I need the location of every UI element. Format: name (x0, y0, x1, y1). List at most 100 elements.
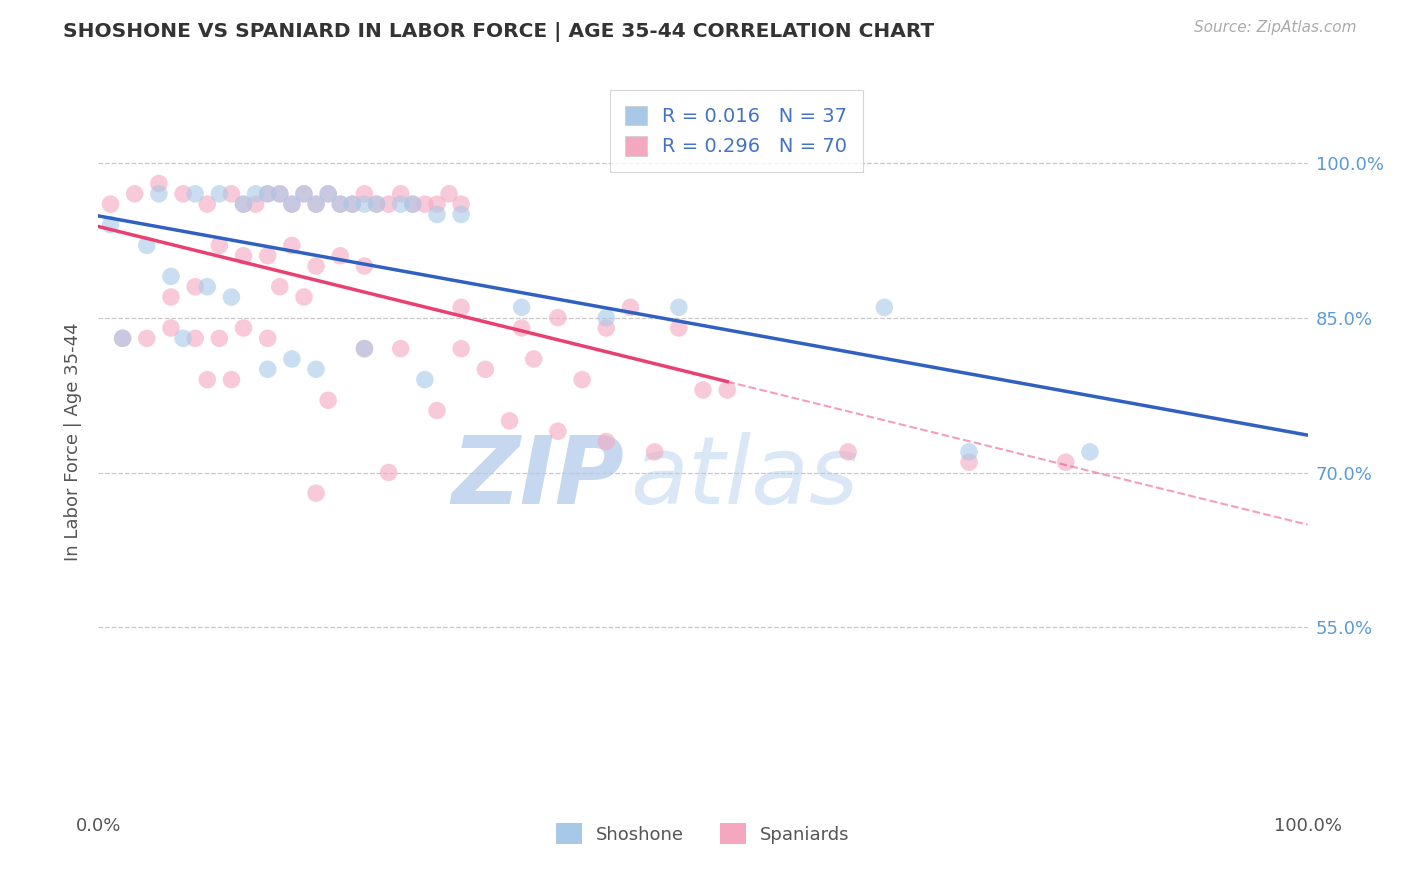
Point (232, 321, 254, 335)
Point (195, 197, 218, 211)
Point (426, 403, 449, 417)
Point (716, 383, 738, 397)
Point (245, 197, 267, 211)
Point (547, 424, 569, 438)
Point (873, 301, 896, 315)
Point (595, 321, 617, 335)
Point (571, 373, 593, 387)
Point (245, 186, 267, 201)
Point (450, 301, 472, 315)
Point (377, 466, 399, 480)
Point (668, 301, 690, 315)
Point (595, 310, 617, 325)
Point (329, 197, 352, 211)
Point (523, 351, 546, 366)
Point (184, 331, 207, 345)
Point (402, 197, 425, 211)
Point (644, 445, 666, 459)
Point (957, 455, 980, 469)
Point (366, 197, 388, 211)
Point (389, 342, 412, 356)
Point (135, 238, 157, 252)
Point (316, 186, 339, 201)
Point (1054, 455, 1077, 469)
Point (450, 207, 472, 221)
Point (668, 321, 690, 335)
Point (342, 197, 364, 211)
Point (329, 197, 352, 211)
Point (366, 197, 388, 211)
Point (208, 186, 231, 201)
Point (498, 414, 520, 428)
Point (256, 331, 278, 345)
Point (172, 186, 194, 201)
Point (837, 445, 859, 459)
Point (957, 445, 980, 459)
Point (292, 186, 315, 201)
Point (316, 393, 339, 408)
Point (172, 331, 194, 345)
Point (269, 279, 291, 293)
Point (353, 186, 375, 201)
Point (510, 321, 533, 335)
Point (148, 177, 170, 191)
Point (281, 351, 304, 366)
Point (232, 197, 254, 211)
Point (437, 186, 460, 201)
Point (402, 197, 425, 211)
Point (292, 186, 315, 201)
Point (353, 342, 375, 356)
Point (353, 342, 375, 356)
Point (195, 279, 218, 293)
Point (389, 186, 412, 201)
Point (256, 186, 278, 201)
Text: atlas: atlas (630, 432, 859, 524)
Point (353, 197, 375, 211)
Point (305, 197, 328, 211)
Point (184, 186, 207, 201)
Point (305, 259, 328, 273)
Point (269, 186, 291, 201)
Point (208, 331, 231, 345)
Point (221, 290, 243, 304)
Point (160, 269, 183, 284)
Point (221, 373, 243, 387)
Point (305, 362, 328, 376)
Point (184, 279, 207, 293)
Point (305, 486, 328, 500)
Point (450, 197, 472, 211)
Point (474, 362, 496, 376)
Legend: Shoshone, Spaniards: Shoshone, Spaniards (550, 816, 856, 852)
Point (111, 331, 134, 345)
Point (292, 290, 315, 304)
Point (510, 301, 533, 315)
Point (426, 207, 449, 221)
Point (450, 342, 472, 356)
Point (353, 259, 375, 273)
Point (413, 197, 436, 211)
Text: ZIP: ZIP (451, 432, 624, 524)
Point (329, 249, 352, 263)
Point (692, 383, 714, 397)
Y-axis label: In Labor Force | Age 35-44: In Labor Force | Age 35-44 (63, 322, 82, 561)
Point (389, 197, 412, 211)
Point (413, 373, 436, 387)
Point (305, 197, 328, 211)
Point (221, 186, 243, 201)
Point (342, 197, 364, 211)
Point (232, 197, 254, 211)
Point (256, 186, 278, 201)
Point (256, 362, 278, 376)
Point (160, 321, 183, 335)
Point (281, 197, 304, 211)
Point (100, 218, 122, 232)
Point (100, 197, 122, 211)
Point (1078, 445, 1101, 459)
Point (111, 331, 134, 345)
Point (135, 331, 157, 345)
Point (124, 186, 146, 201)
Point (148, 186, 170, 201)
Point (256, 249, 278, 263)
Point (377, 197, 399, 211)
Point (316, 186, 339, 201)
